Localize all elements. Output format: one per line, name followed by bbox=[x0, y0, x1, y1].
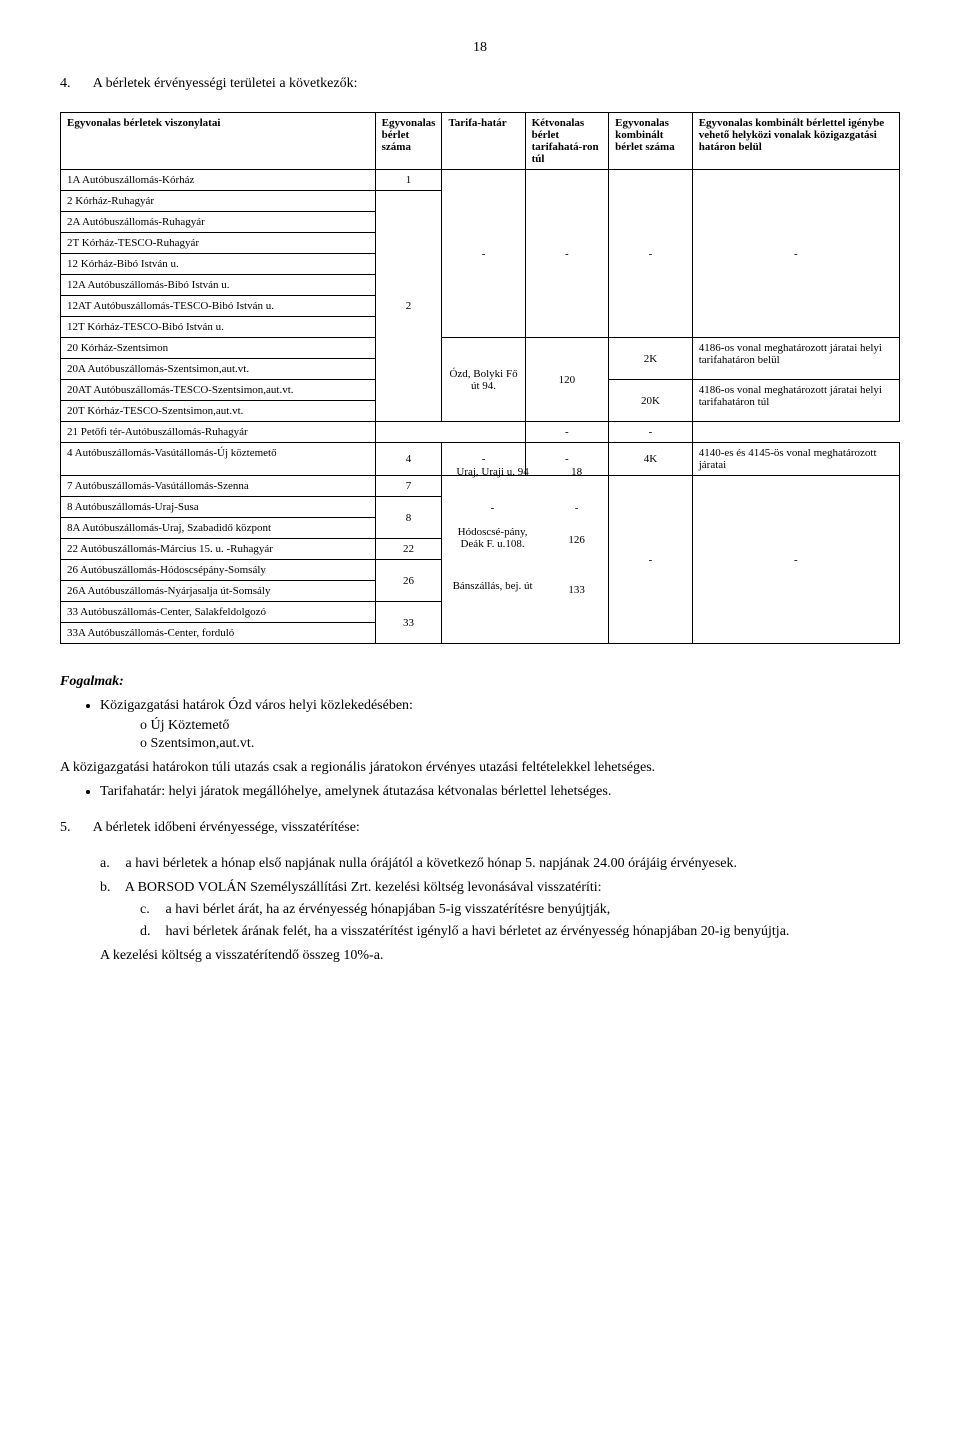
th-twoline: Kétvonalas bérlet tarifahatá-ron túl bbox=[525, 113, 609, 170]
label-a: a. bbox=[100, 856, 122, 872]
fogalmak-para1: A közigazgatási határokon túli utazás cs… bbox=[60, 760, 900, 776]
section-4-text: A bérletek érvényességi területei a köve… bbox=[93, 76, 358, 91]
cell-relation: 21 Petőfi tér-Autóbuszállomás-Ruhagyár bbox=[61, 422, 376, 443]
cell-relation: 12AT Autóbuszállomás-TESCO-Bibó István u… bbox=[61, 296, 376, 317]
th-combined: Egyvonalas kombinált bérlet száma bbox=[609, 113, 693, 170]
cell-relation: 7 Autóbuszállomás-Vasútállomás-Szenna bbox=[61, 476, 376, 497]
cell-20k: 20K bbox=[609, 380, 693, 422]
section-5-num: 5. bbox=[60, 820, 90, 836]
th-desc: Egyvonalas kombinált bérlettel igénybe v… bbox=[692, 113, 899, 170]
cell-num: 22 bbox=[375, 539, 442, 560]
fogalmak-sub-item: Szentsimon,aut.vt. bbox=[140, 736, 900, 752]
cell-dash: - bbox=[609, 170, 693, 338]
th-tariff: Tarifa-határ bbox=[442, 113, 525, 170]
cell-ozd: Ózd, Bolyki Fő út 94. bbox=[442, 338, 525, 422]
section-4-title: 4. A bérletek érvényességi területei a k… bbox=[60, 76, 900, 92]
fogalmak-item: Tarifahatár: helyi járatok megállóhelye,… bbox=[100, 784, 900, 800]
cell-dash: - bbox=[525, 422, 609, 443]
cell-relation: 20 Kórház-Szentsimon bbox=[61, 338, 376, 359]
cell-relation: 12 Kórház-Bibó István u. bbox=[61, 254, 376, 275]
item-d: d. havi bérletek árának felét, ha a viss… bbox=[140, 924, 900, 940]
text-a: a havi bérletek a hónap első napjának nu… bbox=[126, 856, 738, 871]
table-row: 7 Autóbuszállomás-Vasútállomás-Szenna 7 … bbox=[61, 476, 900, 497]
cell-dash-22a: - bbox=[451, 502, 535, 514]
cell-relation: 8A Autóbuszállomás-Uraj, Szabadidő közpo… bbox=[61, 518, 376, 539]
fogalmak-item: Közigazgatási határok Ózd város helyi kö… bbox=[100, 698, 900, 752]
section-5-title: 5. A bérletek időbeni érvényessége, viss… bbox=[60, 820, 900, 836]
table-row: 20 Kórház-Szentsimon Ózd, Bolyki Fő út 9… bbox=[61, 338, 900, 359]
section-5-list: a. a havi bérletek a hónap első napjának… bbox=[100, 856, 900, 940]
cell-relation: 4 Autóbuszállomás-Vasútállomás-Új köztem… bbox=[61, 443, 376, 476]
cell-desc: 4186-os vonal meghatározott járatai hely… bbox=[692, 338, 899, 380]
cell-120: 120 bbox=[525, 338, 609, 422]
cell-relation: 22 Autóbuszállomás-Március 15. u. -Ruhag… bbox=[61, 539, 376, 560]
text-c: a havi bérlet árát, ha az érvényesség hó… bbox=[166, 902, 611, 917]
cell-num: 2 bbox=[375, 191, 442, 422]
fogalmak-list-2: Tarifahatár: helyi járatok megállóhelye,… bbox=[100, 784, 900, 800]
cell-relation: 12T Kórház-TESCO-Bibó István u. bbox=[61, 317, 376, 338]
cell-relation: 26 Autóbuszállomás-Hódoscsépány-Somsály bbox=[61, 560, 376, 581]
th-number: Egyvonalas bérlet száma bbox=[375, 113, 442, 170]
cell-bansz: Bánszállás, bej. út bbox=[451, 580, 535, 592]
label-d: d. bbox=[140, 924, 162, 940]
cell-relation: 33 Autóbuszállomás-Center, Salakfeldolgo… bbox=[61, 602, 376, 623]
cell-relation: 26A Autóbuszállomás-Nyárjasalja út-Somsá… bbox=[61, 581, 376, 602]
cell-relation: 8 Autóbuszállomás-Uraj-Susa bbox=[61, 497, 376, 518]
cell-dash: - bbox=[692, 170, 899, 338]
cell-num: 1 bbox=[375, 170, 442, 191]
cell-dash: - bbox=[609, 422, 693, 443]
cell-num: 4 bbox=[375, 443, 442, 476]
cell-desc: 4140-es és 4145-ös vonal meghatározott j… bbox=[692, 443, 899, 476]
cell-v18: 18 bbox=[539, 466, 615, 478]
cell-relation: 2 Kórház-Ruhagyár bbox=[61, 191, 376, 212]
th-relations: Egyvonalas bérletek viszonylatai bbox=[61, 113, 376, 170]
cell-relation: 2A Autóbuszállomás-Ruhagyár bbox=[61, 212, 376, 233]
label-c: c. bbox=[140, 902, 162, 918]
cell-relation: 20T Kórház-TESCO-Szentsimon,aut.vt. bbox=[61, 401, 376, 422]
item-c: c. a havi bérlet árát, ha az érvényesség… bbox=[140, 902, 900, 918]
cell-relation: 12A Autóbuszállomás-Bibó István u. bbox=[61, 275, 376, 296]
cell-desc: 4186-os vonal meghatározott járatai hely… bbox=[692, 380, 899, 422]
fogalmak-title: Fogalmak: bbox=[60, 674, 900, 690]
cell-num: 7 bbox=[375, 476, 442, 497]
cell-dash: - bbox=[525, 170, 609, 338]
cell-v126: 126 bbox=[539, 534, 615, 546]
page-number: 18 bbox=[60, 40, 900, 56]
cell-dash-22b: - bbox=[539, 502, 615, 514]
cell-num: 33 bbox=[375, 602, 442, 644]
fogalmak-b1: Közigazgatási határok Ózd város helyi kö… bbox=[100, 698, 413, 713]
section-4-num: 4. bbox=[60, 76, 90, 92]
cell-relation: 20A Autóbuszállomás-Szentsimon,aut.vt. bbox=[61, 359, 376, 380]
cell-v133: 133 bbox=[539, 584, 615, 596]
table-header-row: Egyvonalas bérletek viszonylatai Egyvona… bbox=[61, 113, 900, 170]
item-b: b. A BORSOD VOLÁN Személyszállítási Zrt.… bbox=[100, 880, 900, 940]
table-row: 21 Petőfi tér-Autóbuszállomás-Ruhagyár -… bbox=[61, 422, 900, 443]
cell-hodos: Hódoscsé-pány, Deák F. u.108. bbox=[451, 526, 535, 550]
section-5-sublist: c. a havi bérlet árát, ha az érvényesség… bbox=[140, 902, 900, 940]
cell-dash: - bbox=[692, 476, 899, 644]
fogalmak-sublist: Új Köztemető Szentsimon,aut.vt. bbox=[140, 718, 900, 752]
cell-relation: 33A Autóbuszállomás-Center, forduló bbox=[61, 623, 376, 644]
cell-num: 26 bbox=[375, 560, 442, 602]
cell-relation: 1A Autóbuszállomás-Kórház bbox=[61, 170, 376, 191]
section-5-last: A kezelési költség a visszatérítendő öss… bbox=[100, 948, 900, 964]
cell-dash: - bbox=[442, 170, 525, 338]
cell-num: 8 bbox=[375, 497, 442, 539]
cell-dash: - bbox=[609, 476, 693, 644]
label-b: b. bbox=[100, 880, 122, 896]
fogalmak-list: Közigazgatási határok Ózd város helyi kö… bbox=[100, 698, 900, 752]
item-a: a. a havi bérletek a hónap első napjának… bbox=[100, 856, 900, 872]
section-5-text: A bérletek időbeni érvényessége, visszat… bbox=[93, 820, 360, 835]
cell-relation: 2T Kórház-TESCO-Ruhagyár bbox=[61, 233, 376, 254]
cell-4k: 4K bbox=[609, 443, 693, 476]
text-b: A BORSOD VOLÁN Személyszállítási Zrt. ke… bbox=[125, 880, 602, 895]
fogalmak-sub-item: Új Köztemető bbox=[140, 718, 900, 734]
cell-2k: 2K bbox=[609, 338, 693, 380]
text-d: havi bérletek árának felét, ha a visszat… bbox=[166, 924, 790, 939]
table-row: 1A Autóbuszállomás-Kórház 1 - - - - bbox=[61, 170, 900, 191]
fare-table: Egyvonalas bérletek viszonylatai Egyvona… bbox=[60, 112, 900, 644]
cell-uraj: Uraj, Uraji u. 94 bbox=[451, 466, 535, 478]
cell-relation: 20AT Autóbuszállomás-TESCO-Szentsimon,au… bbox=[61, 380, 376, 401]
fogalmak-section: Fogalmak: Közigazgatási határok Ózd váro… bbox=[60, 674, 900, 800]
